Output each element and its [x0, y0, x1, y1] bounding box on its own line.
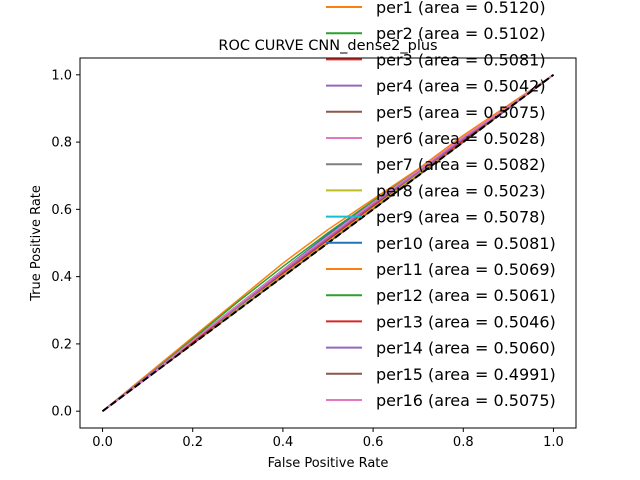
legend-entry: per14 (area = 0.5060) — [376, 339, 556, 358]
legend-entry: per1 (area = 0.5120) — [376, 0, 546, 17]
x-tick-label: 0.4 — [273, 435, 294, 450]
legend-entry: per11 (area = 0.5069) — [376, 260, 556, 279]
legend-entry: per15 (area = 0.4991) — [376, 365, 556, 384]
y-axis-label: True Positive Rate — [29, 185, 44, 302]
legend-entry: per9 (area = 0.5078) — [376, 208, 546, 227]
legend-entry: per4 (area = 0.5042) — [376, 77, 546, 96]
x-tick-layer: 0.0 0.2 0.4 0.6 0.8 1.0 — [92, 428, 564, 450]
legend-entry: per8 (area = 0.5023) — [376, 181, 546, 200]
x-tick-label: 0.6 — [363, 435, 384, 450]
y-tick-layer: 0.0 0.2 0.4 0.6 0.8 1.0 — [51, 68, 80, 420]
legend-entry: per3 (area = 0.5081) — [376, 50, 546, 69]
legend-entry: per5 (area = 0.5075) — [376, 103, 546, 122]
x-axis-label: False Positive Rate — [268, 456, 389, 471]
x-tick-label: 1.0 — [543, 435, 564, 450]
plot-frame — [79, 57, 577, 429]
legend-entry: per12 (area = 0.5061) — [376, 286, 556, 305]
legend-entry: per10 (area = 0.5081) — [376, 234, 556, 253]
roc-line-1 — [102, 74, 554, 412]
legend-entry: per13 (area = 0.5046) — [376, 312, 556, 331]
legend-entry: per16 (area = 0.5075) — [376, 391, 556, 410]
y-tick-label: 0.2 — [51, 337, 72, 352]
x-tick-label: 0.8 — [453, 435, 474, 450]
y-tick-label: 1.0 — [51, 68, 72, 83]
legend: per1 (area = 0.5120) per2 (area = 0.5102)… — [326, 0, 556, 410]
x-tick-label: 0.2 — [182, 435, 203, 450]
y-tick-label: 0.0 — [51, 405, 72, 420]
chart-title: ROC CURVE CNN_dense2_plus — [218, 38, 437, 54]
y-tick-label: 0.6 — [51, 203, 72, 218]
y-tick-label: 0.8 — [51, 136, 72, 151]
legend-entry: per2 (area = 0.5102) — [376, 24, 546, 43]
legend-entry: per7 (area = 0.5082) — [376, 155, 546, 174]
legend-entry: per6 (area = 0.5028) — [376, 129, 546, 148]
roc-line-16 — [102, 74, 554, 412]
y-tick-label: 0.4 — [51, 270, 72, 285]
x-tick-label: 0.0 — [92, 435, 113, 450]
